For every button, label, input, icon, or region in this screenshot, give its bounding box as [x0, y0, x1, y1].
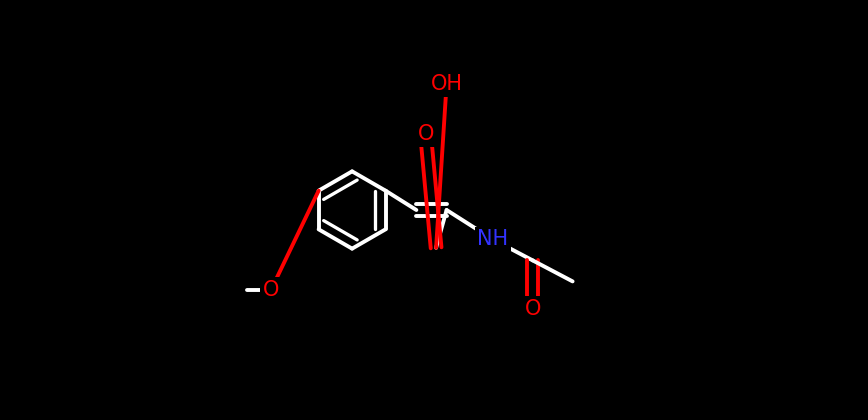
Text: NH: NH: [477, 229, 509, 249]
Text: OH: OH: [431, 74, 463, 94]
Text: O: O: [418, 124, 434, 144]
Text: O: O: [524, 299, 541, 319]
Text: O: O: [263, 280, 279, 300]
